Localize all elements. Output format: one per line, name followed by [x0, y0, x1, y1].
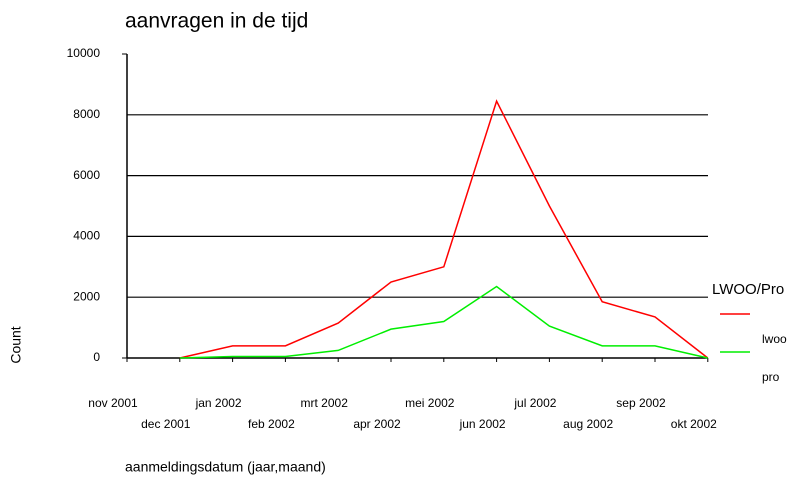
y-tick-label: 2000: [73, 289, 100, 303]
x-tick-label: mei 2002: [405, 396, 455, 410]
x-tick-label: okt 2002: [671, 417, 717, 431]
x-tick-label: jun 2002: [459, 417, 506, 431]
series-line: [179, 99, 709, 359]
x-tick-label: mrt 2002: [301, 396, 349, 410]
series-line: [179, 285, 708, 359]
x-tick-label: nov 2001: [88, 396, 138, 410]
x-axis-title: aanmeldingsdatum (jaar,maand): [125, 459, 326, 475]
x-tick-label: feb 2002: [248, 417, 295, 431]
x-tick-label: apr 2002: [353, 417, 401, 431]
y-tick-label: 4000: [73, 229, 100, 243]
y-tick-label: 10000: [67, 46, 101, 60]
x-tick-label: jul 2002: [513, 396, 556, 410]
legend-label: pro: [762, 370, 780, 384]
legend-title: LWOO/Pro: [712, 281, 784, 298]
x-tick-label: aug 2002: [563, 417, 613, 431]
y-tick-label: 0: [93, 350, 100, 364]
x-tick-label: sep 2002: [616, 396, 666, 410]
x-tick-label: jan 2002: [195, 396, 242, 410]
y-tick-label: 6000: [73, 168, 100, 182]
legend-label: lwoo: [762, 332, 787, 346]
y-axis-title: Count: [8, 326, 24, 363]
x-tick-label: dec 2001: [141, 417, 191, 431]
chart-title: aanvragen in de tijd: [125, 10, 308, 33]
y-tick-label: 8000: [73, 107, 100, 121]
